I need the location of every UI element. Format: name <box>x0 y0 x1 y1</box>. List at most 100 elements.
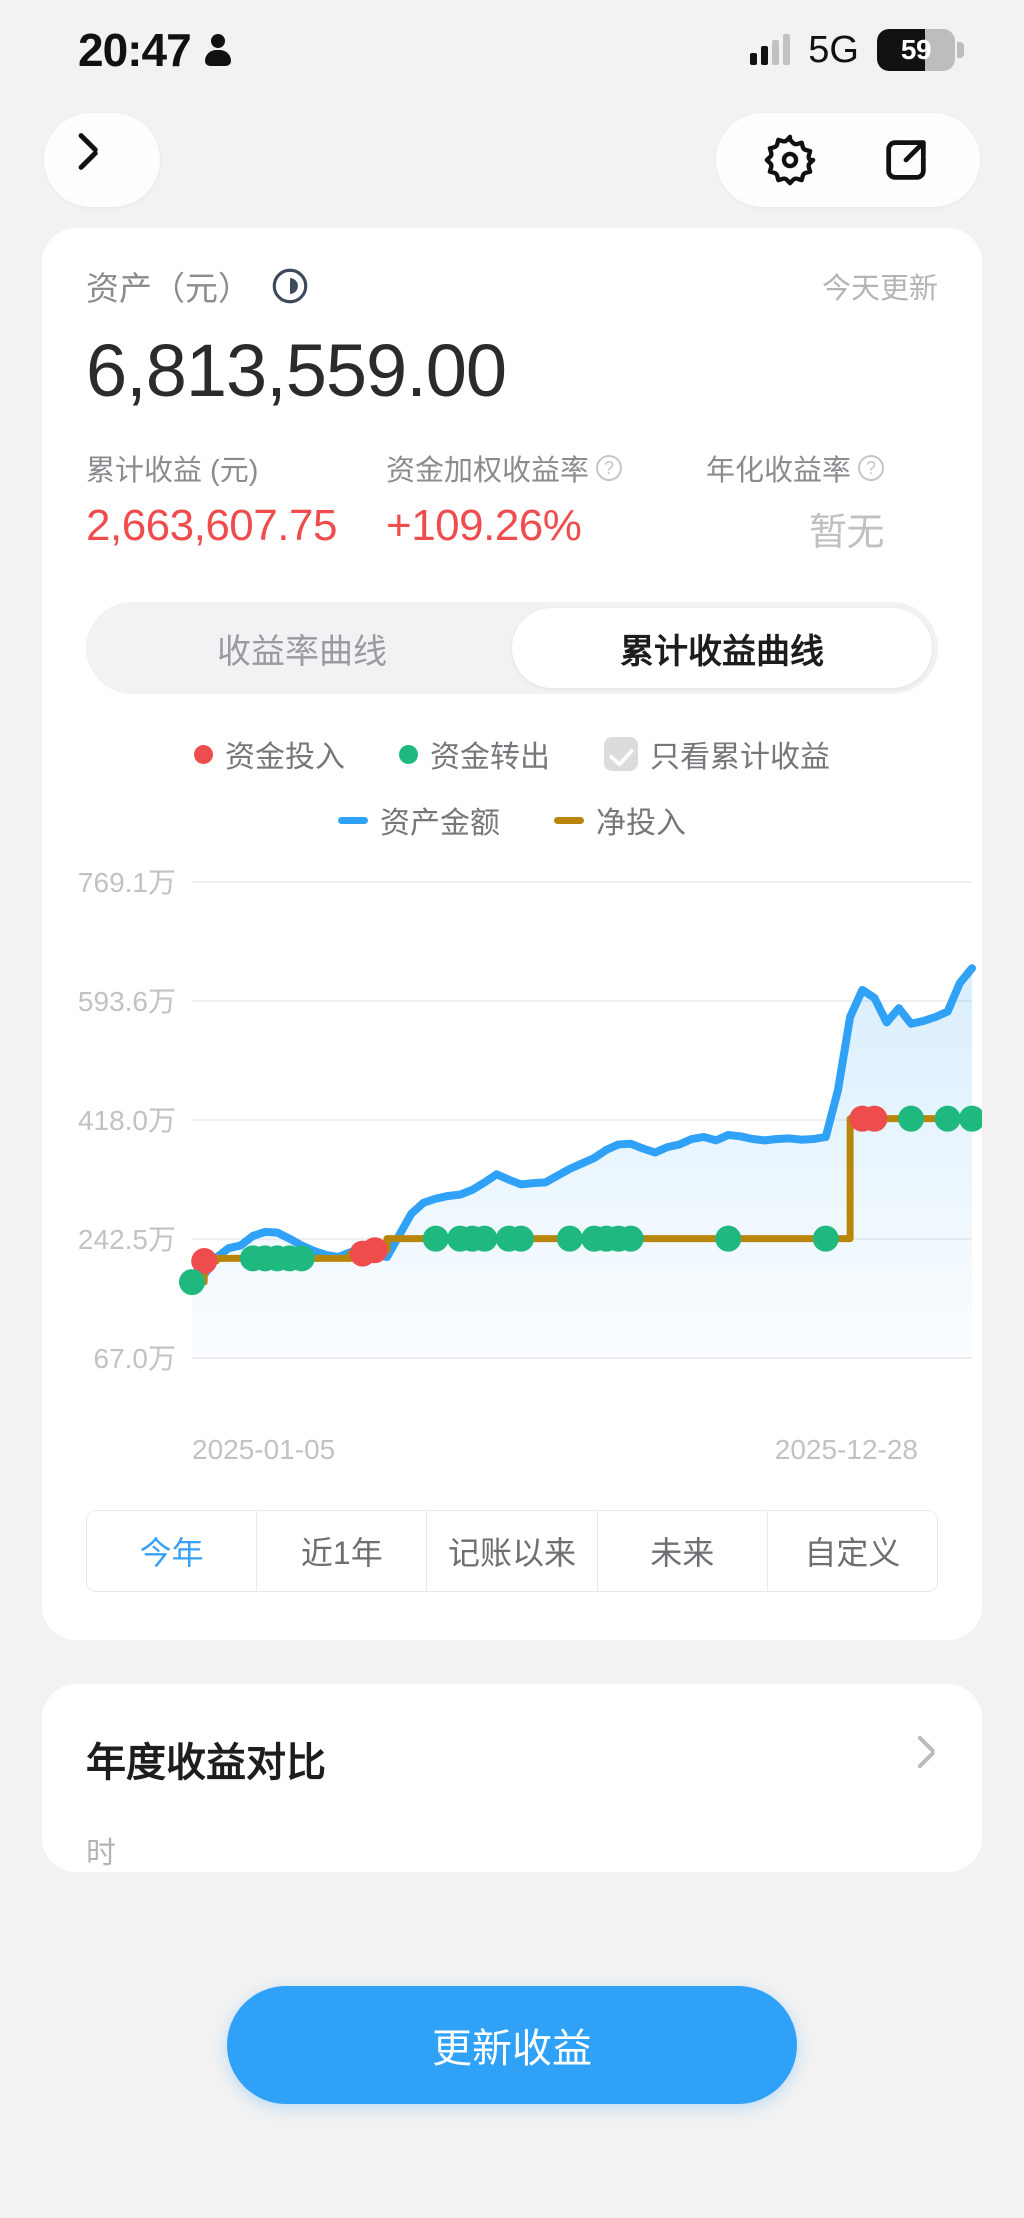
legend-item-net-investment[interactable]: 净投入 <box>554 798 686 842</box>
status-time: 20:47 <box>78 24 192 76</box>
section-title: 年度收益对比 <box>86 1741 326 1785</box>
chart-marker <box>812 1225 839 1252</box>
yearly-comparison-subtext: 时 <box>86 1837 116 1870</box>
chart-legend: 资金投入 资金转出 只看累计收益 资产金额 净投入 <box>42 694 982 842</box>
range-since-inception[interactable]: 记账以来 <box>427 1511 598 1591</box>
chart-marker <box>898 1105 925 1132</box>
chart-marker <box>179 1269 205 1296</box>
status-bar: 20:47 5G 59 <box>0 0 1024 100</box>
metric-label: 资金加权收益率 ? <box>386 447 706 489</box>
asset-summary-card: 资产（元） 今天更新 6,813,559.00 累计收益 (元) 2,663,6… <box>42 228 982 1640</box>
chart-type-tabs: 收益率曲线 累计收益曲线 <box>86 602 938 694</box>
metric-label-text: 累计收益 (元) <box>86 455 259 487</box>
legend-row-1: 资金投入 资金转出 只看累计收益 <box>86 732 938 776</box>
y-tick-label: 593.6万 <box>78 986 176 1017</box>
status-bar-right: 5G 59 <box>750 29 964 72</box>
range-selector: 今年 近1年 记账以来 未来 自定义 <box>86 1510 938 1592</box>
nav-bar <box>0 100 1024 220</box>
range-custom[interactable]: 自定义 <box>804 1535 901 1571</box>
y-tick-label: 242.5万 <box>78 1224 176 1255</box>
legend-label: 资金转出 <box>430 741 550 774</box>
range-last-1-year[interactable]: 近1年 <box>257 1511 428 1591</box>
gear-icon <box>764 134 816 186</box>
chart-marker <box>422 1225 449 1252</box>
share-button[interactable] <box>848 113 964 207</box>
battery-nub <box>957 42 964 58</box>
battery-level-label: 59 <box>900 34 932 65</box>
battery-indicator: 59 <box>877 29 964 71</box>
legend-item-capital-in[interactable]: 资金投入 <box>194 732 345 776</box>
blue-line-icon <box>338 816 368 824</box>
chart-marker <box>617 1225 644 1252</box>
network-type-label: 5G <box>808 28 859 71</box>
back-button[interactable] <box>44 113 160 207</box>
chevron-right-icon[interactable] <box>918 1741 938 1777</box>
chart-marker <box>959 1105 982 1132</box>
question-circle-icon[interactable]: ? <box>858 455 885 481</box>
chart-marker <box>471 1225 498 1252</box>
person-icon <box>204 34 231 66</box>
asset-updated-label: 今天更新 <box>821 273 938 305</box>
chart-marker <box>288 1245 315 1272</box>
chart-marker <box>934 1105 961 1132</box>
tab-cumulative-profit-curve[interactable]: 累计收益曲线 <box>512 608 932 688</box>
metric-money-weighted-return: 资金加权收益率 ? +109.26% <box>386 447 706 551</box>
yearly-comparison-header[interactable]: 年度收益对比 <box>42 1684 982 1788</box>
olive-line-icon <box>554 816 584 824</box>
x-tick-end: 2025-12-28 <box>774 1434 918 1465</box>
chevron-left-icon <box>89 137 115 183</box>
update-profit-button[interactable]: 更新收益 <box>227 1986 797 2104</box>
metric-label-text: 年化收益率 <box>706 455 852 487</box>
chart-marker <box>508 1225 535 1252</box>
chart-x-axis: 2025-01-05 2025-12-28 <box>42 1428 982 1466</box>
metric-annualized-return: 年化收益率 ? 暂无 <box>706 447 885 556</box>
y-tick-label: 769.1万 <box>78 868 176 898</box>
chart-marker <box>715 1225 742 1252</box>
signal-strength-icon <box>750 34 791 65</box>
legend-item-capital-out[interactable]: 资金转出 <box>399 732 550 776</box>
chart-marker <box>361 1237 388 1264</box>
legend-item-only-cumulative[interactable]: 只看累计收益 <box>604 732 830 776</box>
metric-label: 累计收益 (元) <box>86 447 386 489</box>
metric-value: 2,663,607.75 <box>86 501 337 550</box>
chart-canvas[interactable]: 67.0万 242.5万 418.0万 593.6万 769.1万 <box>42 868 982 1428</box>
legend-label: 资产金额 <box>380 807 500 840</box>
metric-value: 暂无 <box>809 512 885 554</box>
asset-header-left: 资产（元） <box>86 262 311 310</box>
green-dot-icon <box>399 744 418 764</box>
asset-header: 资产（元） 今天更新 <box>42 262 982 310</box>
checkbox-icon[interactable] <box>604 737 638 771</box>
settings-button[interactable] <box>732 113 848 207</box>
asset-total-value: 6,813,559.00 <box>86 329 507 412</box>
legend-item-asset-amount[interactable]: 资产金额 <box>338 798 500 842</box>
range-future[interactable]: 未来 <box>598 1511 768 1591</box>
metric-label: 年化收益率 ? <box>706 447 885 489</box>
red-dot-icon <box>194 744 213 764</box>
y-tick-label: 67.0万 <box>94 1343 177 1374</box>
chart-marker <box>556 1225 583 1252</box>
metric-value: +109.26% <box>386 501 582 550</box>
legend-label: 只看累计收益 <box>650 741 830 774</box>
y-tick-label: 418.0万 <box>78 1105 176 1136</box>
asset-chart[interactable]: 67.0万 242.5万 418.0万 593.6万 769.1万 2025-01-05… <box>42 842 982 1466</box>
battery-icon: 59 <box>877 29 955 71</box>
metric-label-text: 资金加权收益率 <box>386 455 590 487</box>
battery-fill <box>877 29 926 71</box>
x-tick-start: 2025-01-05 <box>192 1434 336 1465</box>
yearly-comparison-card[interactable]: 年度收益对比 时 <box>42 1684 982 1872</box>
chart-marker <box>191 1248 218 1275</box>
share-external-icon <box>886 140 926 180</box>
eye-icon[interactable] <box>269 265 311 307</box>
asset-label: 资产（元） <box>86 270 251 307</box>
question-circle-icon[interactable]: ? <box>596 455 623 481</box>
card-bottom-spacer <box>42 1592 982 1640</box>
tab-return-rate-curve[interactable]: 收益率曲线 <box>217 632 387 671</box>
legend-label: 净投入 <box>596 807 686 840</box>
legend-row-2: 资产金额 净投入 <box>86 798 938 842</box>
metrics-row: 累计收益 (元) 2,663,607.75 资金加权收益率 ? +109.26%… <box>42 413 982 556</box>
chart-marker <box>861 1105 888 1132</box>
range-this-year[interactable]: 今年 <box>87 1511 258 1591</box>
status-bar-left: 20:47 <box>78 23 231 77</box>
metric-cumulative-profit: 累计收益 (元) 2,663,607.75 <box>86 447 386 551</box>
series-line <box>188 964 976 1289</box>
